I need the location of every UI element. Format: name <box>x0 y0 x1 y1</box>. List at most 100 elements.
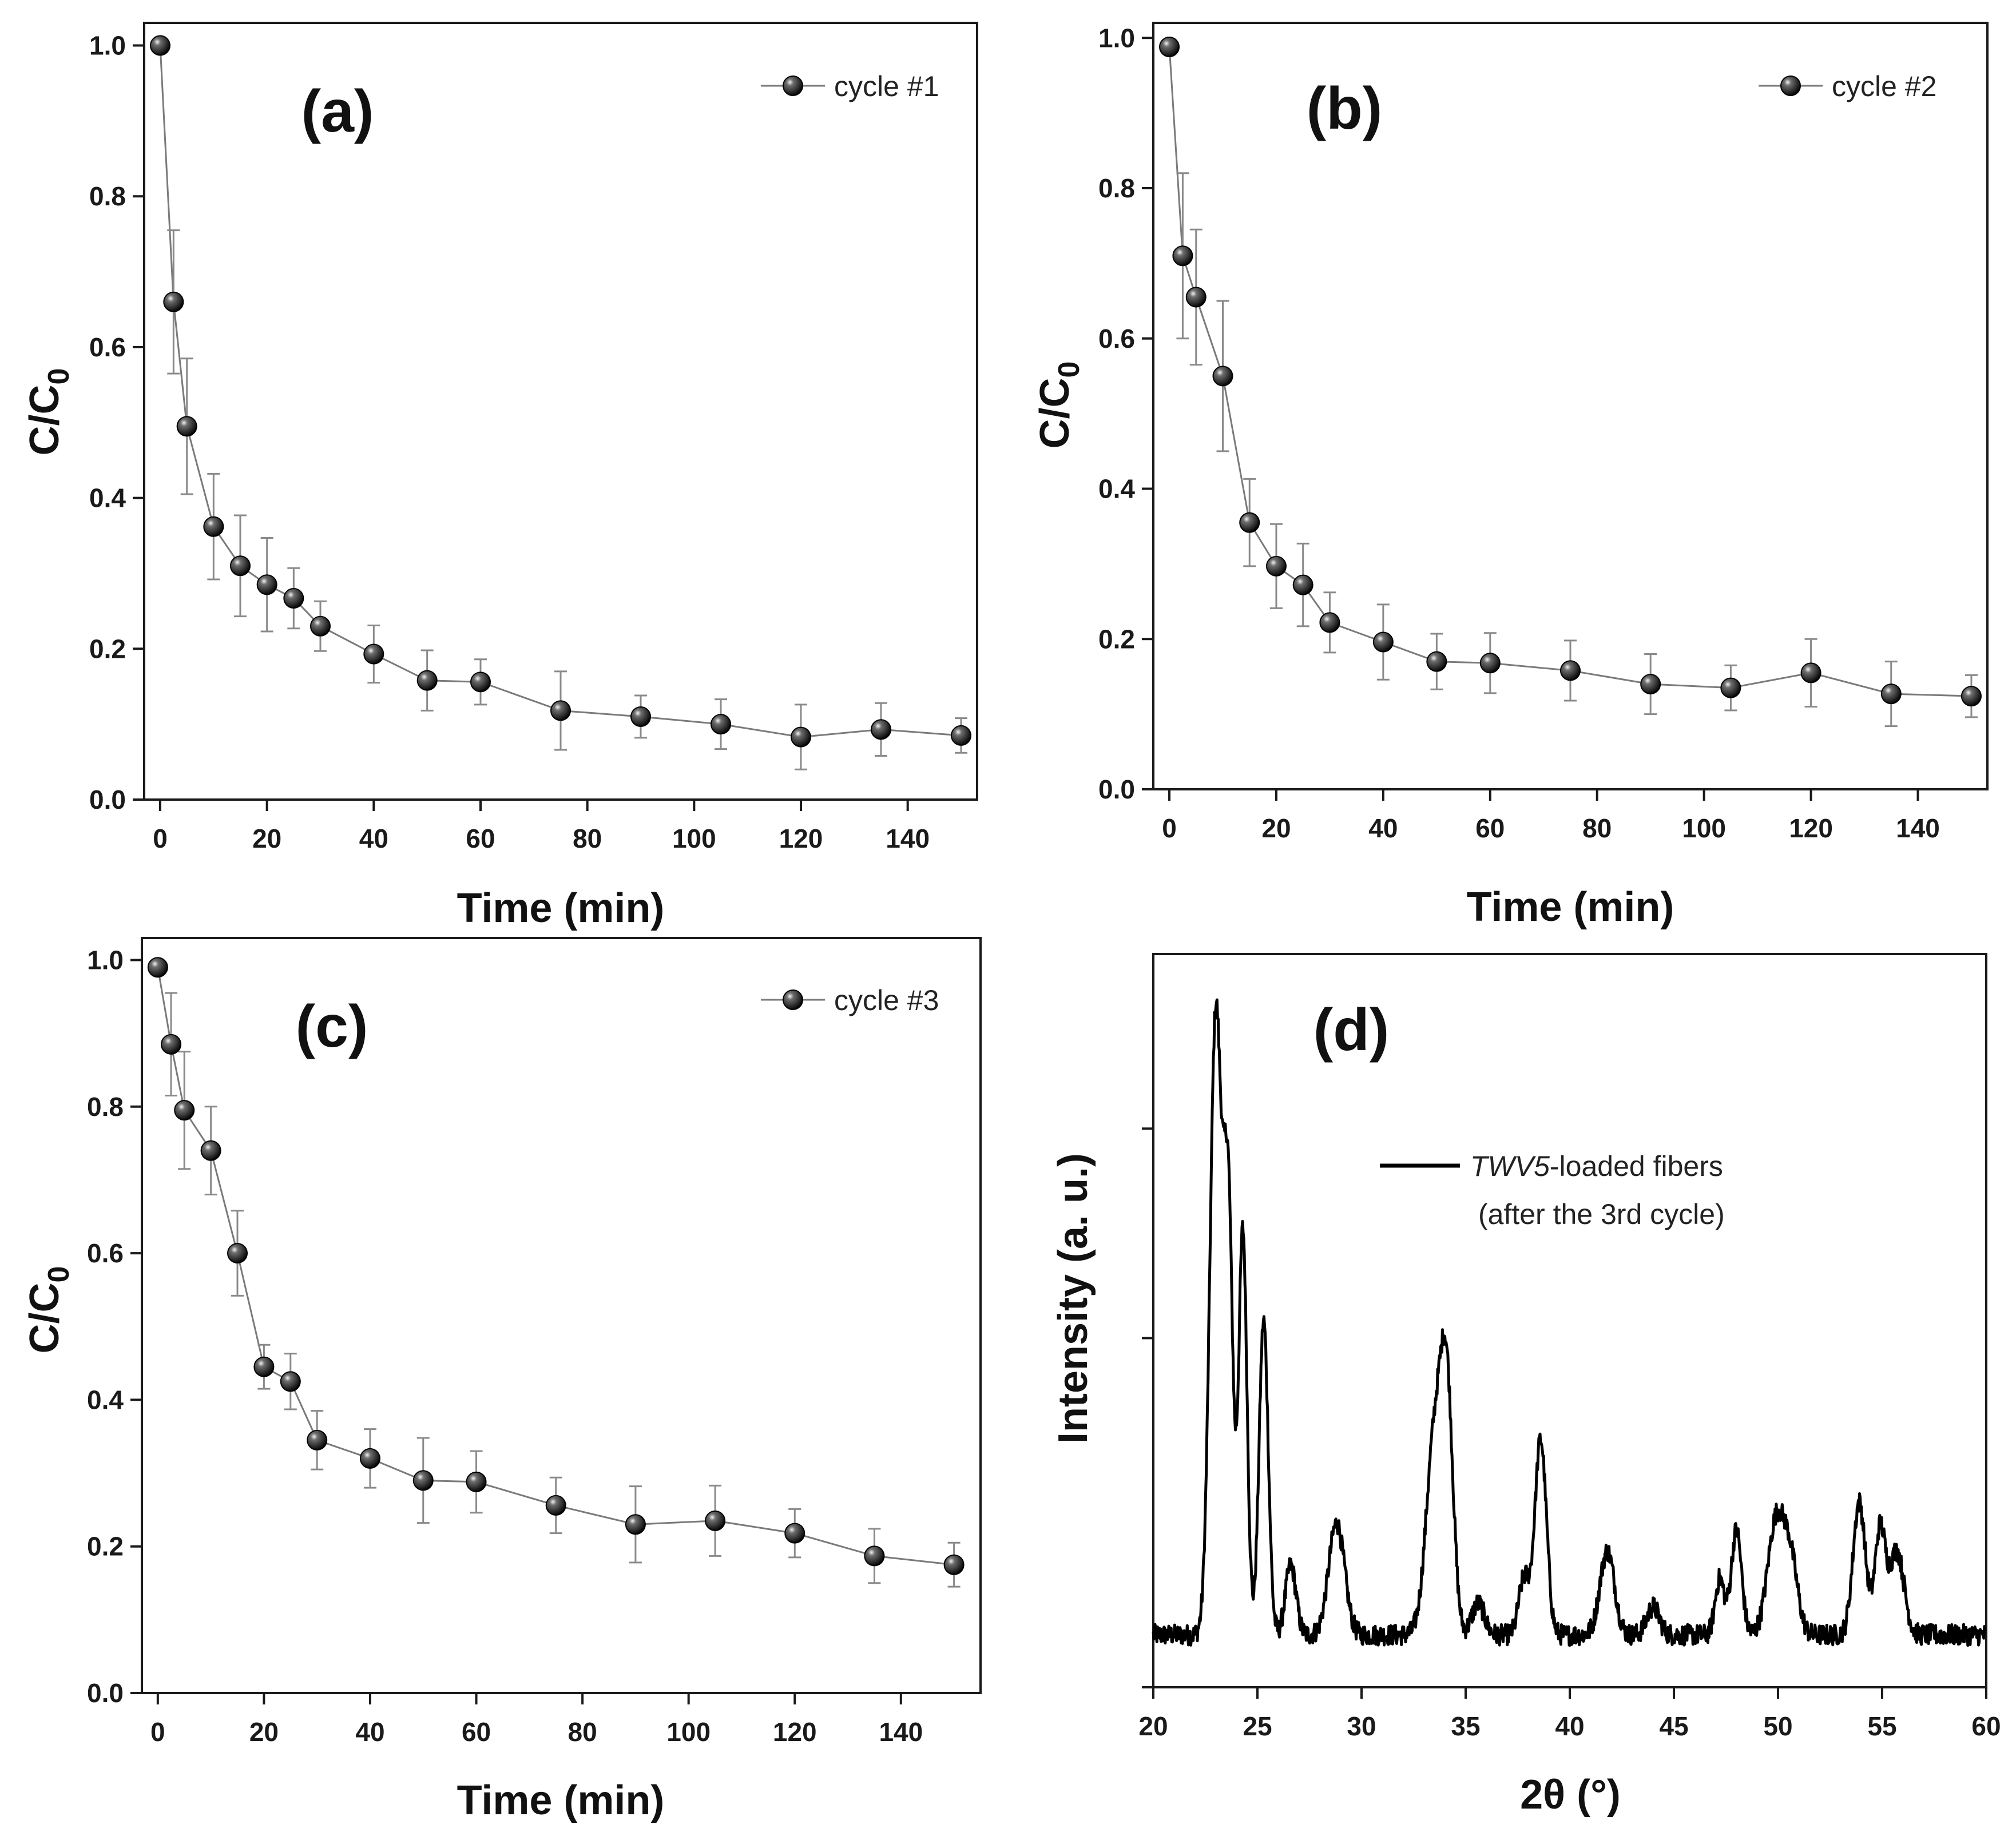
x-tick-label: 20 <box>1261 813 1291 843</box>
legend-label: cycle #1 <box>834 70 939 102</box>
y-tick-label: 0.8 <box>89 181 126 211</box>
y-axis-title: Intensity (a. u.) <box>1050 1153 1096 1444</box>
y-axis-title-subscript: 0 <box>42 368 76 385</box>
x-tick-label: 20 <box>249 1717 279 1747</box>
data-point <box>791 726 811 748</box>
x-tick-label: 140 <box>879 1717 923 1747</box>
data-point <box>150 35 170 56</box>
data-point <box>1800 662 1821 683</box>
data-point <box>200 1140 221 1161</box>
x-tick-label: 20 <box>1138 1711 1168 1741</box>
x-tick-label: 20 <box>252 824 281 853</box>
x-tick-label: 25 <box>1243 1711 1272 1741</box>
x-tick-label: 80 <box>573 824 602 853</box>
legend-marker <box>783 75 803 96</box>
data-point <box>163 291 184 312</box>
y-axis-title: C/C0 <box>22 368 76 456</box>
x-ticks: 20 25 30 35 40 45 50 55 60 <box>1138 1687 2001 1741</box>
legend-label: TWV5-loaded fibers <box>1470 1150 1723 1182</box>
data-point <box>230 555 251 577</box>
legend-label-italic: TWV5 <box>1470 1150 1550 1182</box>
data-point <box>412 1470 434 1491</box>
y-tick-label: 0.8 <box>1098 173 1135 203</box>
data-point <box>705 1510 726 1531</box>
legend-marker <box>783 989 803 1010</box>
x-tick-label: 40 <box>355 1717 384 1747</box>
x-tick-label: 100 <box>672 824 716 853</box>
y-axis-title-main: C/C <box>1032 377 1078 448</box>
data-point <box>1172 245 1193 267</box>
data-point <box>466 1471 487 1492</box>
x-axis-title: 2θ (°) <box>1520 1772 1621 1818</box>
plot-frame <box>1152 22 1989 790</box>
x-axis-title: Time (min) <box>457 885 665 931</box>
x-ticks: 0 20 40 60 80 100 120 140 <box>153 800 930 853</box>
data-point <box>310 615 331 637</box>
data-point <box>1185 287 1207 308</box>
legend-label: cycle #3 <box>834 984 939 1016</box>
y-tick-label: 0.2 <box>87 1532 124 1561</box>
legend: TWV5-loaded fibers (after the 3rd cycle) <box>1380 1150 1725 1230</box>
y-tick-label: 0.8 <box>87 1092 124 1122</box>
data-point <box>1640 674 1661 695</box>
legend-label-rest: -loaded fibers <box>1550 1150 1723 1182</box>
data-point <box>470 671 491 693</box>
y-tick-label: 0.0 <box>1098 774 1135 804</box>
data-point <box>280 1371 301 1392</box>
plot-frame <box>143 22 978 801</box>
y-axis-title-subscript: 0 <box>1053 361 1086 378</box>
panel-label: (c) <box>295 993 368 1060</box>
panel-b: 0.0 0.2 0.4 0.6 0.8 1.0 0 20 40 60 80 100 120 140 (b… <box>1032 22 1989 930</box>
y-tick-label: 0.0 <box>87 1678 124 1708</box>
y-tick-label: 0.4 <box>87 1385 124 1414</box>
y-axis-title-subscript: 0 <box>42 1266 76 1283</box>
x-tick-label: 55 <box>1867 1711 1896 1741</box>
x-ticks: 0 20 40 60 80 100 120 140 <box>1162 789 1940 843</box>
data-point <box>227 1243 248 1264</box>
x-tick-label: 60 <box>466 824 495 853</box>
y-axis-title-main: C/C <box>22 384 68 455</box>
data-point <box>545 1495 566 1516</box>
data-point <box>1560 660 1581 681</box>
data-point <box>550 700 571 721</box>
y-axis-title: C/C0 <box>1032 361 1086 449</box>
x-tick-label: 120 <box>779 824 823 853</box>
y-ticks <box>1142 1127 1153 1688</box>
series <box>1159 37 1982 728</box>
x-tick-label: 30 <box>1347 1711 1376 1741</box>
series-line <box>157 967 954 1566</box>
data-point <box>951 725 971 746</box>
data-point <box>1319 612 1340 633</box>
x-tick-label: 100 <box>666 1717 711 1747</box>
x-tick-label: 50 <box>1763 1711 1792 1741</box>
y-tick-label: 0.6 <box>89 332 126 362</box>
data-point <box>176 416 197 437</box>
y-ticks: 0.0 0.2 0.4 0.6 0.8 1.0 <box>1098 23 1153 804</box>
data-point <box>1292 574 1313 595</box>
x-tick-label: 0 <box>150 1717 165 1747</box>
y-tick-label: 0.6 <box>1098 324 1135 353</box>
panel-label: (b) <box>1307 75 1383 142</box>
y-axis-title: C/C0 <box>22 1266 76 1354</box>
data-point <box>1159 37 1180 58</box>
panel-c: 0.0 0.2 0.4 0.6 0.8 1.0 0 20 40 60 80 100 120 140 (c… <box>22 937 982 1823</box>
series <box>1152 998 1987 1647</box>
x-tick-label: 40 <box>359 824 388 853</box>
x-tick-label: 45 <box>1659 1711 1688 1741</box>
x-tick-label: 140 <box>886 824 930 853</box>
data-point <box>283 587 304 609</box>
data-point <box>1212 365 1233 387</box>
data-point <box>1880 683 1902 705</box>
y-tick-label: 0.4 <box>1098 474 1135 504</box>
y-tick-label: 0.2 <box>1098 624 1135 654</box>
x-tick-label: 140 <box>1896 813 1940 843</box>
data-point <box>161 1034 182 1055</box>
y-axis-title-main: C/C <box>22 1282 68 1353</box>
x-tick-label: 40 <box>1368 813 1398 843</box>
x-tick-label: 60 <box>1971 1711 2001 1741</box>
y-tick-label: 0.0 <box>89 785 126 814</box>
x-tick-label: 0 <box>153 824 168 853</box>
x-axis-title: Time (min) <box>1467 884 1674 930</box>
legend-label-line2: (after the 3rd cycle) <box>1478 1198 1725 1230</box>
